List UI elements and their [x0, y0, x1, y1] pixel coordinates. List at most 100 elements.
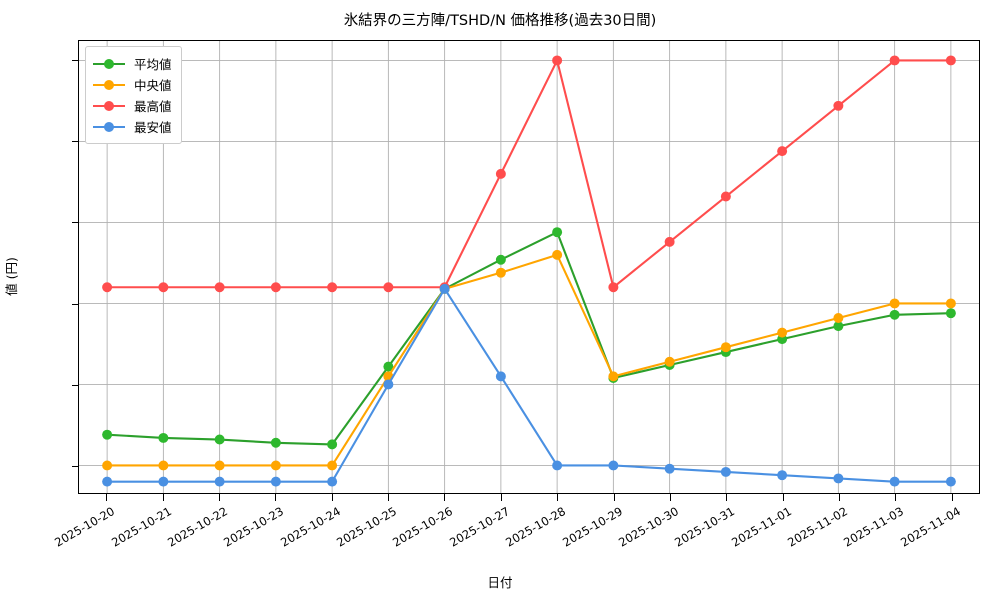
data-point: [889, 309, 900, 320]
x-tick-mark: [839, 494, 841, 501]
plot-area: [78, 40, 980, 494]
y-tick-mark: [71, 222, 78, 224]
data-point: [608, 460, 619, 471]
legend-item-0[interactable]: 平均値: [93, 53, 172, 74]
x-tick-mark: [557, 494, 559, 501]
data-point: [664, 236, 675, 247]
data-point: [327, 476, 338, 487]
data-point: [552, 249, 563, 260]
x-tick-mark: [951, 494, 953, 501]
data-point: [945, 476, 956, 487]
legend-swatch-icon: [93, 78, 125, 92]
x-tick-mark: [726, 494, 728, 501]
data-point: [270, 437, 281, 448]
y-tick-mark: [71, 303, 78, 305]
data-point: [552, 227, 563, 238]
data-series-layer: [102, 55, 956, 487]
data-point: [383, 379, 394, 390]
legend-item-3[interactable]: 最安値: [93, 116, 172, 137]
y-tick-mark: [71, 466, 78, 468]
x-tick-mark: [782, 494, 784, 501]
data-point: [945, 308, 956, 319]
y-tick-mark: [71, 140, 78, 142]
series-line-0: [106, 231, 952, 446]
x-tick-mark: [500, 494, 502, 501]
data-point: [552, 460, 563, 471]
data-point: [214, 460, 225, 471]
legend-swatch-icon: [93, 99, 125, 113]
data-point: [889, 476, 900, 487]
x-tick-mark: [162, 494, 164, 501]
x-tick-mark: [895, 494, 897, 501]
data-point: [214, 282, 225, 293]
x-tick-mark: [669, 494, 671, 501]
x-tick-mark: [388, 494, 390, 501]
data-point: [327, 439, 338, 450]
legend-label: 中央値: [134, 78, 172, 93]
legend-item-1[interactable]: 中央値: [93, 74, 172, 95]
data-point: [327, 460, 338, 471]
series-line-1: [106, 253, 952, 467]
legend-swatch-icon: [93, 57, 125, 71]
legend-swatch-icon: [93, 120, 125, 134]
data-point: [608, 282, 619, 293]
data-point: [777, 327, 788, 338]
legend-marker-dot: [104, 58, 114, 69]
data-point: [214, 434, 225, 445]
x-tick-mark: [106, 494, 108, 501]
series-line-2: [106, 59, 952, 289]
data-point: [383, 282, 394, 293]
data-point: [327, 282, 338, 293]
y-axis-label: 値 (円): [3, 257, 19, 296]
x-tick-mark: [218, 494, 220, 501]
data-point: [664, 463, 675, 474]
data-point: [608, 371, 619, 382]
data-point: [720, 191, 731, 202]
legend-marker-dot: [104, 121, 114, 132]
legend-marker-dot: [104, 79, 114, 90]
data-point: [720, 342, 731, 353]
data-point: [158, 476, 169, 487]
data-point: [158, 432, 169, 443]
chart-title: 氷結界の三方陣/TSHD/N 価格推移(過去30日間): [343, 13, 657, 29]
series-line-3: [106, 287, 952, 483]
chart-legend: 平均値中央値最高値最安値: [85, 46, 182, 144]
y-tick-mark: [71, 384, 78, 386]
legend-label: 平均値: [134, 57, 172, 72]
x-tick-mark: [275, 494, 277, 501]
data-point: [270, 282, 281, 293]
legend-label: 最高値: [134, 99, 172, 114]
legend-marker-dot: [104, 100, 114, 111]
data-point: [664, 356, 675, 367]
data-point: [833, 313, 844, 324]
x-tick-mark: [444, 494, 446, 501]
data-point: [777, 470, 788, 481]
data-point: [777, 146, 788, 157]
legend-label: 最安値: [134, 120, 172, 135]
x-axis-label: 日付: [487, 575, 513, 590]
data-point: [495, 267, 506, 278]
data-point: [158, 282, 169, 293]
data-point: [945, 55, 956, 66]
data-point: [720, 466, 731, 477]
data-point: [495, 254, 506, 265]
legend-item-2[interactable]: 最高値: [93, 95, 172, 116]
data-point: [214, 476, 225, 487]
data-point: [833, 100, 844, 111]
x-tick-mark: [613, 494, 615, 501]
data-point: [102, 282, 113, 293]
data-point: [495, 371, 506, 382]
data-point: [889, 55, 900, 66]
y-tick-mark: [71, 59, 78, 61]
data-point: [158, 460, 169, 471]
data-point: [102, 429, 113, 440]
data-point: [945, 298, 956, 309]
data-point: [383, 361, 394, 372]
data-point: [495, 168, 506, 179]
data-point: [102, 476, 113, 487]
data-point: [833, 473, 844, 484]
data-point: [270, 460, 281, 471]
data-point: [102, 460, 113, 471]
data-point: [270, 476, 281, 487]
